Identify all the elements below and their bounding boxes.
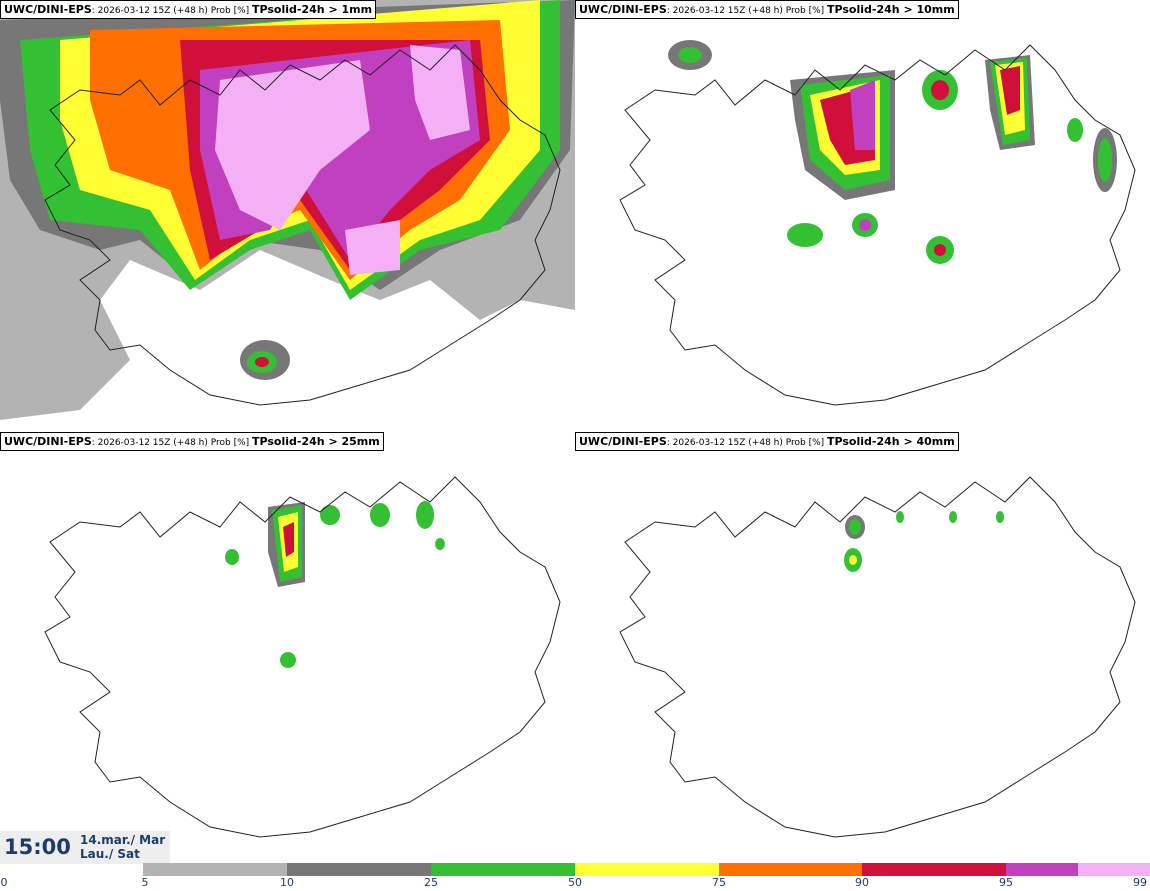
probability-map bbox=[575, 432, 1150, 862]
colorbar-segment-2 bbox=[287, 863, 431, 876]
colorbar-segment-4 bbox=[575, 863, 719, 876]
colorbar-segment-6 bbox=[862, 863, 1006, 876]
panel-title: UWC/DINI-EPS: 2026-03-12 15Z (+48 h) Pro… bbox=[0, 432, 384, 451]
valid-date-line2: Lau./ Sat bbox=[80, 847, 140, 861]
model-name: UWC/DINI-EPS bbox=[4, 3, 92, 16]
colorbar: 0 5 10 25 50 75 90 95 99 bbox=[0, 863, 1150, 891]
colorbar-segment-5 bbox=[719, 863, 862, 876]
run-meta: : 2026-03-12 15Z (+48 h) Prob [%] bbox=[666, 6, 828, 16]
map-panel-10mm: UWC/DINI-EPS: 2026-03-12 15Z (+48 h) Pro… bbox=[575, 0, 1150, 430]
valid-date-line1: 14.mar./ Mar bbox=[80, 833, 166, 847]
colorbar-tick: 75 bbox=[712, 876, 726, 889]
parameter-label: TPsolid-24h > 25mm bbox=[252, 435, 380, 448]
colorbar-segment-3 bbox=[431, 863, 575, 876]
valid-time: 15:00 bbox=[4, 835, 71, 859]
colorbar-tick: 99 bbox=[1133, 876, 1147, 889]
parameter-label: TPsolid-24h > 1mm bbox=[252, 3, 373, 16]
probability-map bbox=[0, 432, 575, 862]
map-panel-1mm: UWC/DINI-EPS: 2026-03-12 15Z (+48 h) Pro… bbox=[0, 0, 575, 430]
model-name: UWC/DINI-EPS bbox=[579, 3, 667, 16]
colorbar-tick: 0 bbox=[0, 876, 8, 889]
colorbar-tick: 10 bbox=[280, 876, 294, 889]
colorbar-tick: 5 bbox=[141, 876, 149, 889]
probability-map bbox=[0, 0, 575, 430]
model-name: UWC/DINI-EPS bbox=[4, 435, 92, 448]
colorbar-tick: 90 bbox=[855, 876, 869, 889]
probability-map bbox=[575, 0, 1150, 430]
parameter-label: TPsolid-24h > 10mm bbox=[827, 3, 955, 16]
colorbar-tick: 95 bbox=[999, 876, 1013, 889]
model-name: UWC/DINI-EPS bbox=[579, 435, 667, 448]
panel-title: UWC/DINI-EPS: 2026-03-12 15Z (+48 h) Pro… bbox=[575, 432, 959, 451]
map-panel-40mm: UWC/DINI-EPS: 2026-03-12 15Z (+48 h) Pro… bbox=[575, 432, 1150, 862]
panel-title: UWC/DINI-EPS: 2026-03-12 15Z (+48 h) Pro… bbox=[575, 0, 959, 19]
colorbar-tick: 25 bbox=[424, 876, 438, 889]
colorbar-segment-1 bbox=[143, 863, 287, 876]
colorbar-segment-7 bbox=[1006, 863, 1078, 876]
map-panel-25mm: UWC/DINI-EPS: 2026-03-12 15Z (+48 h) Pro… bbox=[0, 432, 575, 862]
run-meta: : 2026-03-12 15Z (+48 h) Prob [%] bbox=[666, 438, 828, 448]
panel-title: UWC/DINI-EPS: 2026-03-12 15Z (+48 h) Pro… bbox=[0, 0, 377, 19]
valid-time-box: 15:00 14.mar./ Mar Lau./ Sat bbox=[0, 831, 170, 864]
run-meta: : 2026-03-12 15Z (+48 h) Prob [%] bbox=[91, 6, 253, 16]
parameter-label: TPsolid-24h > 40mm bbox=[827, 435, 955, 448]
run-meta: : 2026-03-12 15Z (+48 h) Prob [%] bbox=[91, 438, 253, 448]
colorbar-tick: 50 bbox=[568, 876, 582, 889]
colorbar-segment-8 bbox=[1078, 863, 1150, 876]
